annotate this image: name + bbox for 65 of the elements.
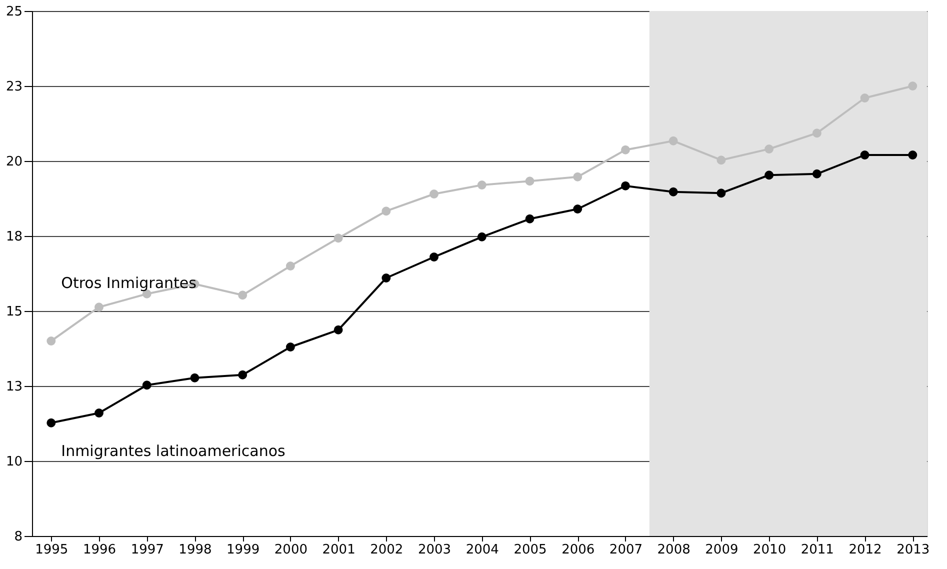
point (238, 290, 248, 300)
x-tick-label: 1996 (82, 542, 116, 558)
y-tick-label: 13 (6, 380, 22, 394)
point (382, 206, 391, 216)
y-tick-label: 15 (6, 304, 22, 320)
point (764, 170, 774, 180)
point (286, 262, 295, 270)
point (908, 82, 918, 90)
x-tick-label: 2000 (274, 542, 308, 558)
point (908, 150, 918, 160)
x-tick-label: 2004 (466, 542, 499, 558)
series-label: Otros Inmigrantes (61, 274, 197, 292)
point (668, 187, 678, 196)
x-tick-label: 1997 (130, 542, 164, 558)
y-tick-label: 25 (6, 4, 22, 20)
point (46, 336, 56, 346)
point (573, 204, 582, 214)
point (621, 145, 630, 154)
point (860, 150, 870, 160)
x-tick-label: 2005 (514, 542, 547, 558)
point (621, 181, 630, 190)
point (94, 408, 104, 418)
x-tick-label: 2001 (322, 542, 356, 558)
point (430, 190, 439, 198)
x-tick-label: 2012 (848, 542, 882, 558)
x-tick-label: 2002 (370, 542, 404, 558)
series-label: Inmigrantes latinoamericanos (61, 442, 286, 460)
x-tick-label: 1995 (35, 542, 68, 558)
point (764, 144, 774, 154)
point (477, 232, 486, 242)
y-tick-label: 23 (6, 80, 22, 94)
x-tick-label: 2011 (800, 542, 834, 558)
x-tick-label: 2013 (896, 542, 930, 558)
x-tick-label: 1999 (226, 542, 260, 558)
point (812, 128, 822, 138)
point (382, 274, 391, 282)
point (334, 234, 343, 243)
x-tick-label: 2009 (705, 542, 738, 558)
point (716, 188, 726, 198)
point (142, 380, 152, 390)
point (430, 252, 439, 262)
point (334, 325, 343, 334)
point (477, 180, 486, 190)
y-tick-label: 8 (14, 530, 22, 544)
x-tick-label: 2008 (657, 542, 690, 558)
point (668, 136, 678, 146)
x-tick-label: 2006 (562, 542, 595, 558)
point (46, 418, 56, 428)
point (716, 156, 726, 165)
x-tick-label: 2003 (418, 542, 452, 558)
y-tick-label: 20 (6, 154, 22, 170)
y-tick-label: 10 (6, 454, 22, 470)
point (525, 214, 534, 224)
point (860, 94, 870, 102)
point (812, 169, 822, 178)
x-tick-label: 2007 (609, 542, 643, 558)
point (573, 172, 582, 182)
point (190, 373, 200, 382)
point (525, 176, 534, 186)
point (94, 302, 104, 312)
x-tick-label: 2010 (753, 542, 786, 558)
y-tick-label: 18 (6, 230, 22, 244)
point (286, 342, 295, 352)
point (238, 370, 248, 380)
x-tick-label: 1998 (178, 542, 212, 558)
